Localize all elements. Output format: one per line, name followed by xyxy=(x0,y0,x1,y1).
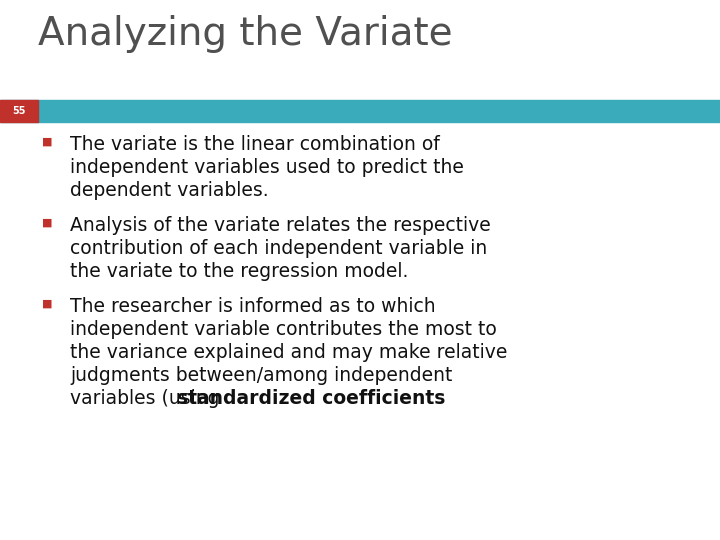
Text: independent variable contributes the most to: independent variable contributes the mos… xyxy=(70,320,497,339)
Text: the variance explained and may make relative: the variance explained and may make rela… xyxy=(70,343,508,362)
Text: judgments between/among independent: judgments between/among independent xyxy=(70,366,452,385)
Text: The variate is the linear combination of: The variate is the linear combination of xyxy=(70,135,440,154)
Text: standardized coefficients: standardized coefficients xyxy=(177,389,446,408)
Text: 55: 55 xyxy=(12,106,26,116)
Text: ■: ■ xyxy=(42,218,53,228)
Text: The researcher is informed as to which: The researcher is informed as to which xyxy=(70,297,436,316)
Text: ■: ■ xyxy=(42,299,53,309)
Text: contribution of each independent variable in: contribution of each independent variabl… xyxy=(70,239,487,258)
Text: the variate to the regression model.: the variate to the regression model. xyxy=(70,262,408,281)
Bar xyxy=(0,100,720,122)
Text: ■: ■ xyxy=(42,137,53,147)
Text: Analyzing the Variate: Analyzing the Variate xyxy=(38,15,453,53)
Text: Analysis of the variate relates the respective: Analysis of the variate relates the resp… xyxy=(70,216,491,235)
Bar xyxy=(0,100,38,122)
Text: independent variables used to predict the: independent variables used to predict th… xyxy=(70,158,464,177)
Text: variables (using: variables (using xyxy=(70,389,225,408)
Text: dependent variables.: dependent variables. xyxy=(70,181,269,200)
